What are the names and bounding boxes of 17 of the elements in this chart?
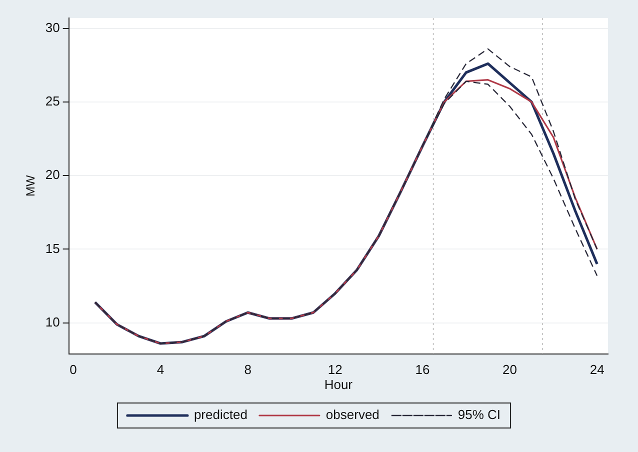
x-tick-label: 16: [415, 362, 430, 378]
x-tick-label: 0: [70, 362, 77, 378]
legend-label: observed: [326, 407, 380, 422]
x-tick-label: 20: [502, 362, 518, 378]
x-tick-label: 8: [244, 362, 252, 378]
y-tick-label: 25: [45, 94, 60, 109]
y-tick-label: 30: [45, 20, 60, 35]
x-tick-label: 24: [590, 362, 604, 378]
legend-label: 95% CI: [458, 407, 501, 422]
y-tick-label: 15: [45, 240, 60, 256]
legend-label: predicted: [194, 407, 248, 422]
y-axis-title: MW: [24, 174, 38, 197]
y-tick-label: 20: [45, 167, 60, 182]
x-tick-label: 4: [156, 362, 164, 378]
x-axis-title: Hour: [324, 376, 354, 392]
x-tick-label: 12: [328, 362, 342, 378]
y-tick-label: 10: [45, 314, 60, 330]
